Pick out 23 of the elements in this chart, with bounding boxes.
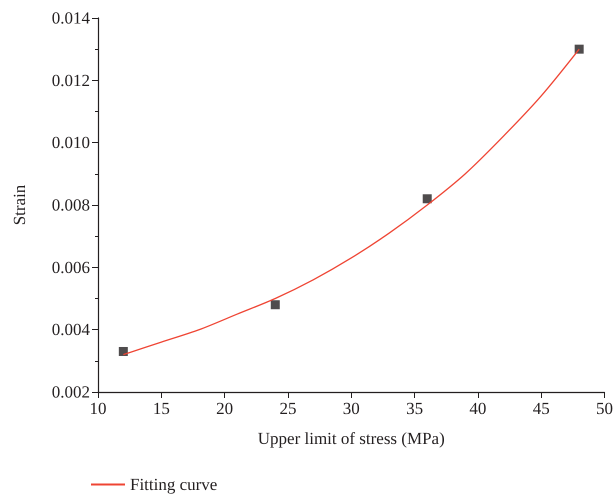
point: [422, 194, 432, 204]
legend-label: Fitting curve: [130, 475, 218, 494]
y-tick-label: 0.012: [52, 70, 90, 90]
x-tick-label: 10: [90, 399, 106, 418]
y-tick-label: 0.014: [52, 8, 90, 28]
point: [574, 44, 584, 54]
x-tick-label: 25: [279, 399, 296, 418]
y-tick-label: 0.004: [52, 320, 90, 340]
x-tick-label: 15: [152, 399, 170, 418]
y-tick-label: 0.008: [52, 196, 90, 214]
y-tick-label: 0.002: [52, 382, 90, 402]
y-tick-label: 0.010: [52, 133, 90, 152]
x-tick-label: 50: [596, 399, 613, 418]
x-tick-label: 30: [342, 399, 360, 418]
x-tick-label: 40: [469, 399, 486, 418]
point: [270, 300, 280, 310]
y-tick-label: 0.006: [52, 258, 90, 277]
point: [118, 346, 128, 356]
x-tick-label: 45: [532, 399, 550, 418]
x-tick-label: 35: [406, 399, 424, 418]
y-axis-title: Strain: [10, 184, 29, 226]
x-axis-title: Upper limit of stress (MPa): [258, 429, 445, 448]
x-tick-label: 20: [216, 399, 234, 418]
